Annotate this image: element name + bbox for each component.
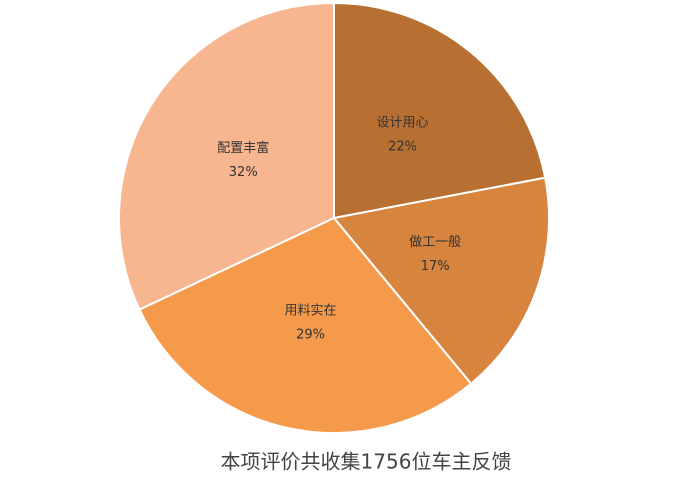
pie-slice [332, 176, 550, 386]
chart-title: 本项评价共收集1756位车主反馈 [221, 450, 512, 474]
slice-value-label: 32% [229, 165, 258, 180]
slice-value-label: 22% [388, 140, 417, 155]
slice-label: 做工一般 [409, 234, 461, 250]
pie-slice [333, 1, 547, 220]
pie [118, 1, 550, 434]
slice-label: 用料实在 [285, 303, 337, 318]
pie-slice [118, 1, 335, 311]
slice-label: 设计用心 [377, 116, 429, 131]
pie-slice [138, 216, 473, 434]
slice-label: 配置丰富 [217, 140, 269, 156]
slice-value-label: 17% [421, 259, 450, 274]
slice-value-label: 29% [296, 327, 325, 342]
